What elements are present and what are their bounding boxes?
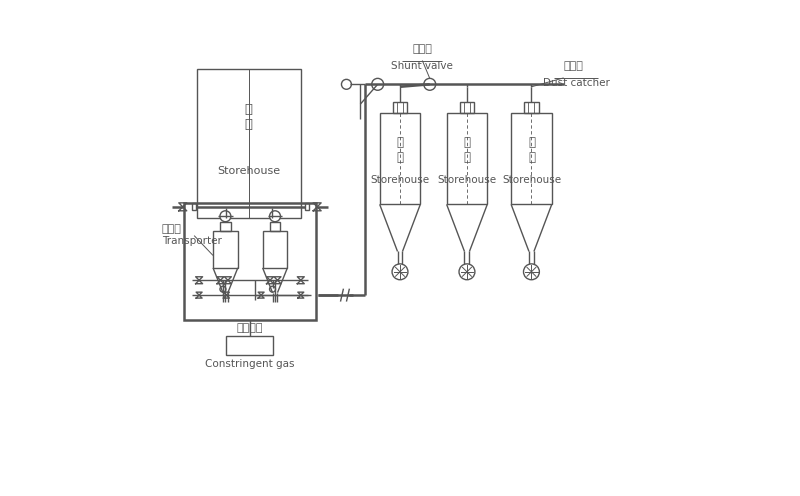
Circle shape <box>270 211 281 222</box>
Bar <box>262 231 287 268</box>
Circle shape <box>372 78 384 90</box>
Bar <box>270 222 281 231</box>
Bar <box>305 203 309 210</box>
Bar <box>524 102 539 113</box>
Text: Constringent gas: Constringent gas <box>205 359 294 369</box>
Text: 分路阀: 分路阀 <box>412 44 432 54</box>
Text: Transporter: Transporter <box>162 236 222 246</box>
Bar <box>459 102 474 113</box>
Bar <box>213 231 238 268</box>
Bar <box>380 113 420 204</box>
Text: Storehouse: Storehouse <box>370 175 430 185</box>
Circle shape <box>270 286 275 292</box>
Bar <box>511 113 552 204</box>
Bar <box>446 113 487 204</box>
Text: 除尘器: 除尘器 <box>564 61 583 71</box>
Circle shape <box>220 211 231 222</box>
Text: 料
倉: 料 倉 <box>397 136 403 164</box>
Bar <box>220 222 231 231</box>
Bar <box>192 203 196 210</box>
Circle shape <box>342 79 351 89</box>
Text: Storehouse: Storehouse <box>438 175 497 185</box>
Bar <box>226 336 274 355</box>
Bar <box>184 203 316 320</box>
Text: Storehouse: Storehouse <box>502 175 561 185</box>
Text: 压缩气体: 压缩气体 <box>237 323 263 333</box>
Text: 料
倉: 料 倉 <box>245 103 253 131</box>
Text: 料
倉: 料 倉 <box>463 136 470 164</box>
Circle shape <box>220 286 226 292</box>
Bar <box>393 102 407 113</box>
Text: Shunt valve: Shunt valve <box>391 61 454 70</box>
Text: Dust catcher: Dust catcher <box>542 78 610 88</box>
Text: 发送罐: 发送罐 <box>162 224 182 234</box>
Text: Storehouse: Storehouse <box>217 166 280 176</box>
Text: 料
倉: 料 倉 <box>528 136 535 164</box>
Circle shape <box>523 264 539 280</box>
Circle shape <box>392 264 408 280</box>
Circle shape <box>424 78 436 90</box>
Bar <box>197 69 301 218</box>
Circle shape <box>459 264 475 280</box>
